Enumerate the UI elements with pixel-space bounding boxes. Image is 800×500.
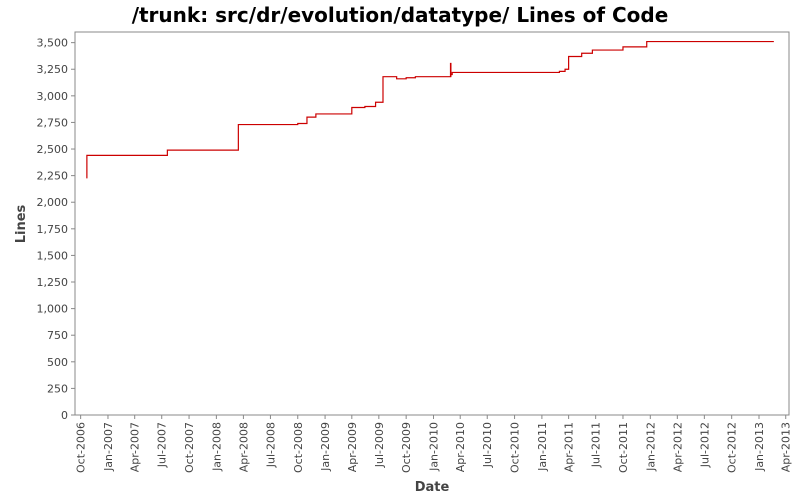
x-tick-label: Oct-2007 <box>183 422 196 473</box>
x-tick-label: Jul-2007 <box>156 422 169 468</box>
y-tick-label: 500 <box>47 356 68 369</box>
plot-area <box>74 31 790 416</box>
x-axis-label: Date <box>415 480 450 495</box>
series-line <box>86 40 774 179</box>
y-tick-label: 2,750 <box>37 116 69 129</box>
x-tick-label: Apr-2009 <box>346 422 359 472</box>
x-tick-label: Jul-2011 <box>590 422 603 468</box>
x-tick-label: Apr-2010 <box>454 422 467 472</box>
x-tick-label: Apr-2013 <box>780 422 793 472</box>
y-tick-label: 1,500 <box>37 249 69 262</box>
x-tick-label: Jan-2009 <box>319 422 332 472</box>
y-tick-label: 1,000 <box>37 303 69 316</box>
x-tick-label: Jan-2012 <box>644 422 657 472</box>
x-tick-label: Apr-2007 <box>129 422 142 472</box>
x-tick-label: Jul-2009 <box>373 422 386 468</box>
series-layer <box>86 40 774 179</box>
chart-title: /trunk: src/dr/evolution/datatype/ Lines… <box>132 3 669 27</box>
x-axis: Oct-2006 Jan-2007 Apr-2007 Jul-2007 Oct-2007… <box>75 415 793 473</box>
y-tick-label: 0 <box>61 409 68 422</box>
y-tick-label: 3,500 <box>37 37 69 50</box>
y-tick-label: 2,250 <box>37 170 69 183</box>
x-tick-label: Oct-2010 <box>509 422 522 473</box>
y-tick-label: 3,000 <box>37 90 69 103</box>
x-tick-label: Jan-2013 <box>753 422 766 472</box>
x-tick-label: Jan-2010 <box>427 422 440 472</box>
y-tick-label: 750 <box>47 329 68 342</box>
y-tick-label: 1,750 <box>37 223 69 236</box>
y-axis-label: Lines <box>14 204 29 243</box>
x-tick-label: Jan-2011 <box>536 422 549 472</box>
x-tick-label: Jul-2008 <box>264 422 277 468</box>
y-tick-label: 250 <box>47 382 68 395</box>
x-tick-label: Oct-2008 <box>292 422 305 473</box>
x-tick-label: Jul-2010 <box>481 422 494 468</box>
y-tick-label: 1,250 <box>37 276 69 289</box>
x-tick-label: Apr-2012 <box>671 422 684 472</box>
x-tick-label: Oct-2012 <box>726 422 739 473</box>
x-tick-label: Oct-2011 <box>617 422 630 473</box>
y-tick-label: 2,500 <box>37 143 69 156</box>
x-tick-label: Oct-2009 <box>400 422 413 473</box>
x-tick-label: Oct-2006 <box>75 422 88 473</box>
x-tick-label: Apr-2011 <box>563 422 576 472</box>
x-tick-label: Jul-2012 <box>698 422 711 468</box>
x-tick-label: Jan-2008 <box>210 422 223 472</box>
y-tick-label: 3,250 <box>37 63 69 76</box>
x-tick-label: Jan-2007 <box>102 422 115 472</box>
x-tick-label: Apr-2008 <box>237 422 250 472</box>
y-tick-label: 2,000 <box>37 196 69 209</box>
y-axis: 0 250 500 750 1,000 1,250 1,500 1,750 2,000 2,250… <box>37 37 75 422</box>
